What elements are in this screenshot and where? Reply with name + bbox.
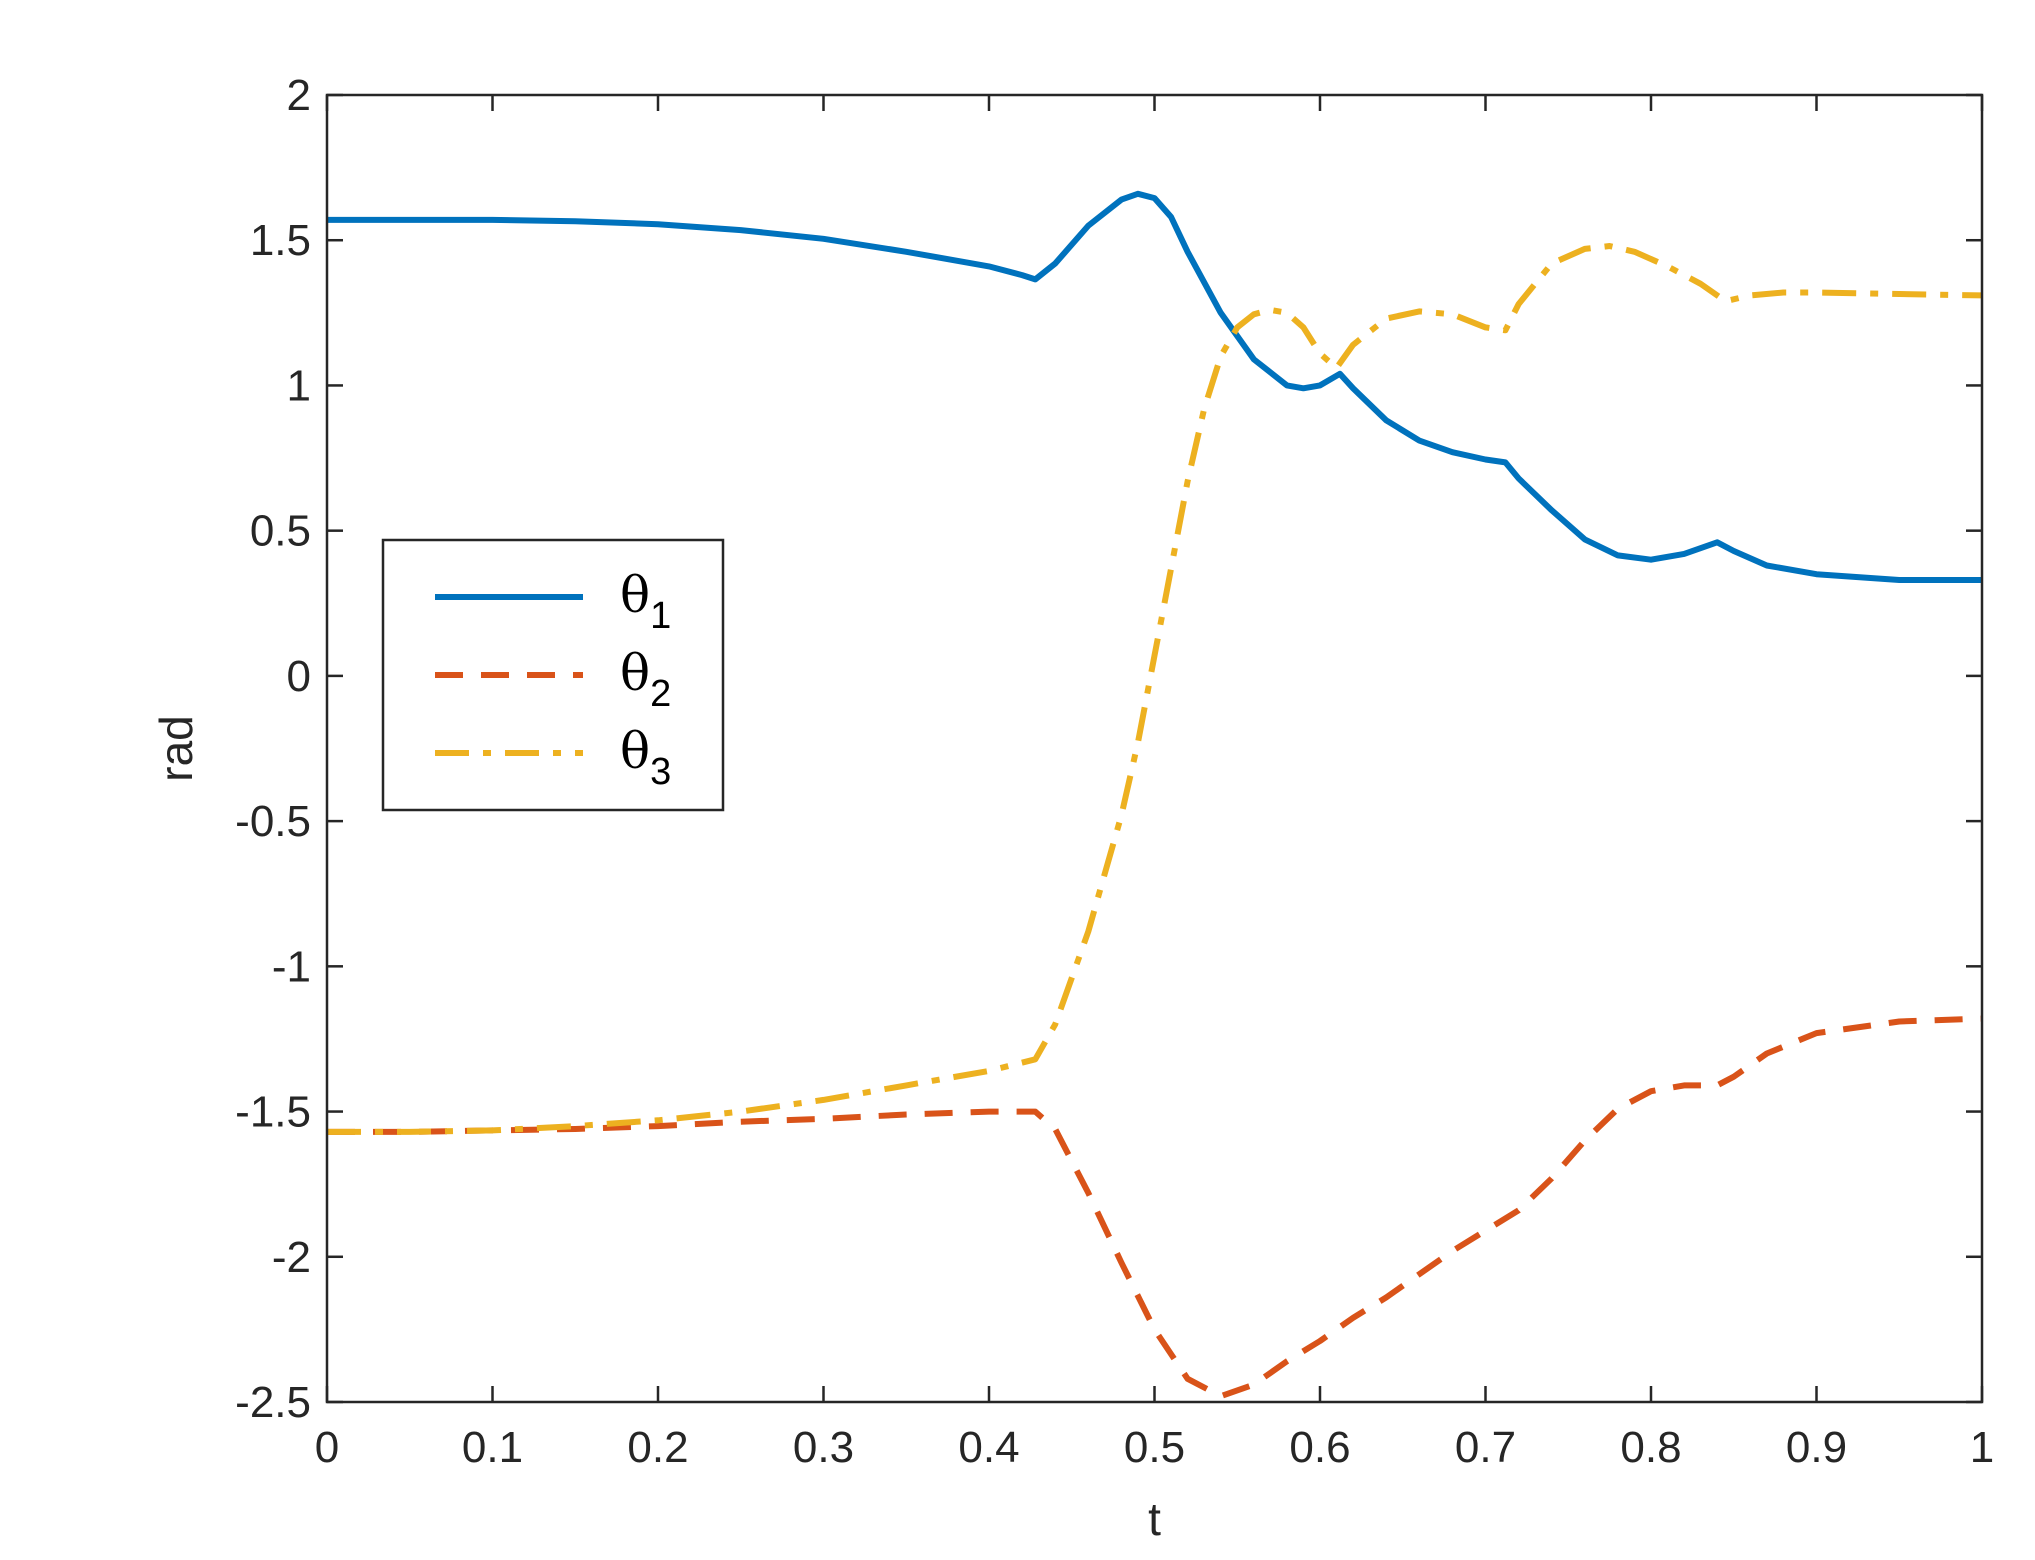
- series-line-2: [327, 1015, 1983, 1400]
- labels-layer: 0 0.1 0.2 0.3 0.4 0.5 0.6 0.7 0.8 0.9 1 -2.5 -2 -1.5 -…: [235, 71, 1994, 1472]
- y-tick-label: -1.5: [235, 1088, 311, 1137]
- x-tick-label: 0.9: [1786, 1423, 1847, 1472]
- x-axis-title: t: [1148, 1493, 1161, 1545]
- x-tick-label: 0.2: [627, 1423, 688, 1472]
- y-tick-label: -2: [272, 1233, 311, 1282]
- y-tick-label: 1: [287, 361, 311, 410]
- y-tick-label: -0.5: [235, 797, 311, 846]
- x-tick-label: 0.3: [793, 1423, 854, 1472]
- x-tick-label: 0: [315, 1423, 339, 1472]
- y-axis-title: rad: [150, 715, 202, 781]
- legend-label-1: θ1: [620, 566, 671, 637]
- y-tick-label: 0: [287, 652, 311, 701]
- x-tick-label: 0.7: [1455, 1423, 1516, 1472]
- x-tick-label: 1: [1970, 1423, 1994, 1472]
- y-tick-label: 2: [287, 71, 311, 120]
- x-tick-label: 0.6: [1289, 1423, 1350, 1472]
- y-tick-label: -2.5: [235, 1378, 311, 1427]
- y-tick-label: -1: [272, 942, 311, 991]
- series-line-1: [327, 190, 1982, 583]
- x-tick-label: 0.5: [1124, 1423, 1185, 1472]
- series-line-3: [327, 243, 1983, 1135]
- legend-label-2: θ2: [620, 644, 671, 715]
- y-tick-label: 0.5: [250, 507, 311, 556]
- x-tick-label: 0.4: [958, 1423, 1019, 1472]
- series-layer: [327, 190, 1983, 1400]
- x-tick-label: 0.8: [1620, 1423, 1681, 1472]
- legend-label-3: θ3: [620, 722, 671, 793]
- y-tick-label: 1.5: [250, 216, 311, 265]
- ticks-layer: [325, 93, 1984, 1404]
- x-tick-label: 0.1: [462, 1423, 523, 1472]
